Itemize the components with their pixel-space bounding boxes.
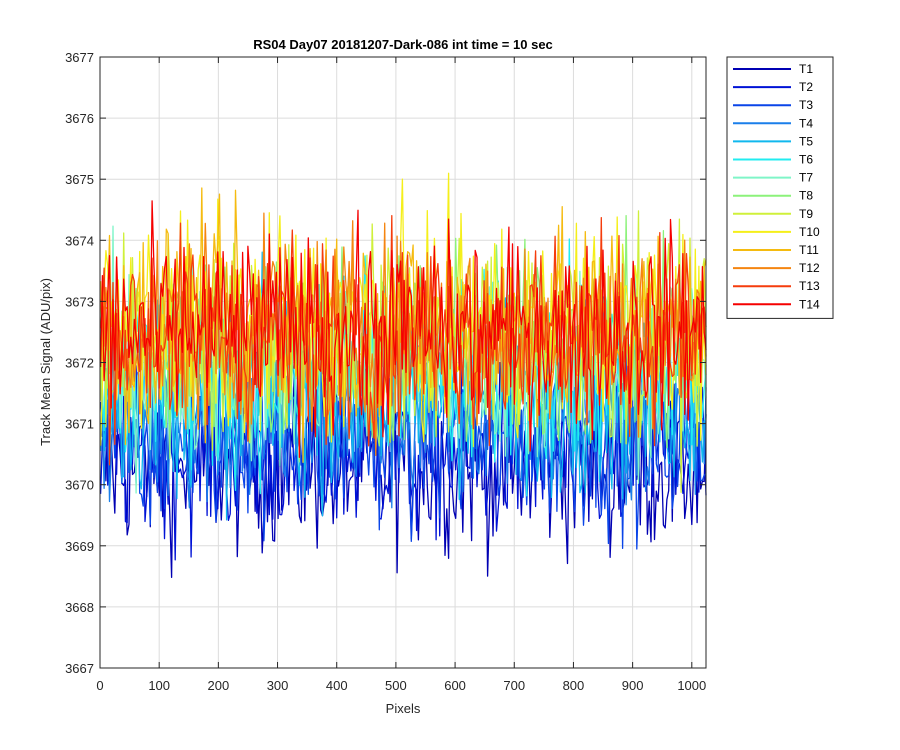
legend-box <box>726 56 834 319</box>
x-tick-label: 900 <box>622 678 644 693</box>
legend-label-t12: T12 <box>799 261 820 275</box>
y-tick-label: 3676 <box>65 111 94 126</box>
legend-label-t1: T1 <box>799 62 813 76</box>
legend-label-t9: T9 <box>799 207 813 221</box>
x-axis-label: Pixels <box>386 701 421 716</box>
y-tick-label: 3668 <box>65 600 94 615</box>
x-tick-label: 200 <box>208 678 230 693</box>
series-line-t14 <box>99 200 707 458</box>
legend-label-t13: T13 <box>799 279 820 293</box>
legend-label-t8: T8 <box>799 189 813 203</box>
series-line-t4 <box>99 299 707 509</box>
legend-label-t14: T14 <box>799 297 820 311</box>
axis-ticks: 0 100 200 300 400 500 600 700 800 900 1000 3667 3668… <box>65 50 706 693</box>
legend-label-t4: T4 <box>799 116 813 130</box>
legend-label-t11: T11 <box>799 243 819 257</box>
y-axis-label: Track Mean Signal (ADU/pix) <box>38 278 53 446</box>
y-tick-label: 3677 <box>65 50 94 65</box>
x-tick-label: 500 <box>385 678 407 693</box>
x-tick-label: 1000 <box>677 678 706 693</box>
x-tick-label: 700 <box>503 678 525 693</box>
y-tick-label: 3669 <box>65 539 94 554</box>
legend-label-t2: T2 <box>799 80 813 94</box>
y-tick-label: 3672 <box>65 356 94 371</box>
legend: T1 T2 T3 T4 T5 T6 T7 T8 T9 T10 T11 T12 T13 T14 <box>726 56 834 319</box>
legend-label-t5: T5 <box>799 134 813 148</box>
y-tick-label: 3673 <box>65 294 94 309</box>
legend-label-t7: T7 <box>799 171 813 185</box>
y-tick-label: 3670 <box>65 478 94 493</box>
series-lines <box>99 172 707 579</box>
legend-label-t6: T6 <box>799 153 813 167</box>
x-tick-label: 100 <box>148 678 170 693</box>
x-tick-label: 0 <box>96 678 103 693</box>
y-tick-label: 3675 <box>65 172 94 187</box>
chart-title: RS04 Day07 20181207-Dark-086 int time = … <box>253 37 553 52</box>
legend-label-t10: T10 <box>799 225 820 239</box>
x-tick-label: 300 <box>267 678 289 693</box>
x-tick-label: 800 <box>563 678 585 693</box>
x-tick-label: 400 <box>326 678 348 693</box>
x-tick-label: 600 <box>444 678 466 693</box>
y-tick-label: 3674 <box>65 233 94 248</box>
y-tick-label: 3667 <box>65 661 94 676</box>
y-tick-label: 3671 <box>65 417 94 432</box>
legend-label-t3: T3 <box>799 98 813 112</box>
